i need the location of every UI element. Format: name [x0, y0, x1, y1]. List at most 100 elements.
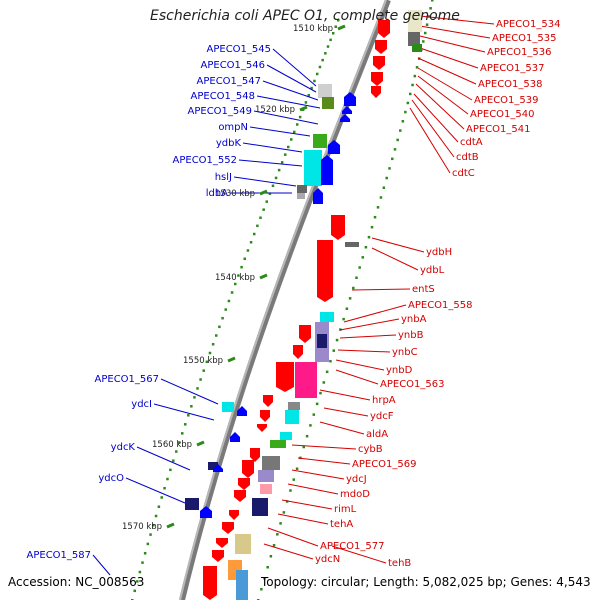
gene-label-apeco1-558[interactable]: APECO1_558 — [408, 300, 473, 311]
gene-arrow-forward[interactable] — [371, 86, 381, 98]
gene-box-gray[interactable] — [262, 456, 280, 470]
gene-label-ydbk[interactable]: ydbK — [216, 138, 242, 149]
gene-arrow-forward[interactable] — [257, 424, 267, 432]
gene-label-apeco1-548[interactable]: APECO1_548 — [191, 91, 256, 102]
gene-box-green[interactable] — [270, 440, 286, 448]
gene-box-cyan[interactable] — [320, 312, 334, 322]
gene-label-teha[interactable]: tehA — [330, 519, 353, 530]
gene-label-apeco1-545[interactable]: APECO1_545 — [207, 44, 272, 55]
gene-box-gray[interactable] — [345, 242, 359, 247]
gene-arrow-reverse[interactable] — [342, 106, 352, 114]
gene-arrow-forward[interactable] — [242, 460, 254, 478]
gene-label-apeco1-539[interactable]: APECO1_539 — [474, 95, 539, 106]
gene-arrow-forward[interactable] — [317, 240, 333, 302]
gene-arrow-reverse[interactable] — [200, 506, 212, 518]
gene-arrow-forward[interactable] — [238, 478, 250, 490]
gene-arrow-forward[interactable] — [222, 522, 234, 534]
gene-box-gray[interactable] — [408, 32, 420, 46]
gene-label-apeco1-537[interactable]: APECO1_537 — [480, 63, 545, 74]
gene-box-pale[interactable] — [408, 10, 422, 32]
gene-label-mdod[interactable]: mdoD — [340, 489, 370, 500]
gene-arrow-forward[interactable] — [216, 538, 228, 548]
gene-box-navy[interactable] — [185, 498, 199, 510]
gene-label-ynbc[interactable]: ynbC — [392, 347, 418, 358]
gene-box-cyan[interactable] — [285, 410, 299, 424]
gene-label-apeco1-538[interactable]: APECO1_538 — [478, 79, 543, 90]
gene-label-ydcj[interactable]: ydcJ — [346, 474, 367, 485]
gene-label-cdtb[interactable]: cdtB — [456, 152, 479, 163]
gene-label-ydbl[interactable]: ydbL — [420, 265, 445, 276]
gene-arrow-forward[interactable] — [260, 410, 270, 422]
gene-arrow-reverse[interactable] — [344, 92, 356, 106]
gene-box-green[interactable] — [313, 134, 327, 148]
gene-label-apeco1-587[interactable]: APECO1_587 — [27, 550, 92, 561]
gene-box-violet[interactable] — [258, 470, 274, 482]
gene-label-apeco1-540[interactable]: APECO1_540 — [470, 109, 535, 120]
gene-arrow-forward[interactable] — [375, 40, 387, 54]
gene-box-gray[interactable] — [288, 402, 300, 410]
gene-arrow-reverse[interactable] — [213, 464, 223, 472]
gene-arrow-forward[interactable] — [234, 490, 246, 502]
gene-label-ompn[interactable]: ompN — [218, 122, 248, 133]
gene-label-apeco1-549[interactable]: APECO1_549 — [188, 106, 253, 117]
gene-label-apeco1-577[interactable]: APECO1_577 — [320, 541, 385, 552]
gene-label-apeco1-569[interactable]: APECO1_569 — [352, 459, 417, 470]
gene-box-green[interactable] — [412, 44, 422, 52]
gene-box-navy[interactable] — [252, 498, 268, 516]
gene-box-green[interactable] — [322, 97, 334, 109]
gene-label-apeco1-552[interactable]: APECO1_552 — [173, 155, 238, 166]
gene-arrow-forward[interactable] — [263, 395, 273, 407]
gene-arrow-forward[interactable] — [203, 566, 217, 600]
gene-box-cyan[interactable] — [222, 402, 234, 412]
gene-label-ydcn[interactable]: ydcN — [315, 554, 340, 565]
gene-label-ynba[interactable]: ynbA — [401, 314, 427, 325]
gene-box-gray[interactable] — [318, 84, 332, 98]
gene-box-blue[interactable] — [236, 570, 248, 600]
gene-label-cybb[interactable]: cybB — [358, 444, 383, 455]
gene-label-apeco1-534[interactable]: APECO1_534 — [496, 19, 561, 30]
gene-box-tan[interactable] — [235, 534, 251, 554]
gene-arrow-forward[interactable] — [378, 20, 390, 38]
gene-label-apeco1-536[interactable]: APECO1_536 — [487, 47, 552, 58]
gene-label-hslj[interactable]: hslJ — [215, 172, 232, 183]
gene-arrow-forward[interactable] — [373, 56, 385, 70]
gene-box-pink[interactable] — [260, 484, 272, 494]
gene-label-cdtc[interactable]: cdtC — [452, 168, 475, 179]
gene-arrow-forward[interactable] — [276, 362, 294, 392]
gene-arrow-forward[interactable] — [371, 72, 383, 86]
gene-label-apeco1-567[interactable]: APECO1_567 — [95, 374, 160, 385]
gene-label-apeco1-547[interactable]: APECO1_547 — [197, 76, 262, 87]
gene-box-pink[interactable] — [295, 362, 317, 398]
gene-label-apeco1-535[interactable]: APECO1_535 — [492, 33, 557, 44]
gene-arrow-reverse[interactable] — [237, 406, 247, 416]
gene-label-ydbh[interactable]: ydbH — [426, 247, 452, 258]
gene-arrow-reverse[interactable] — [340, 114, 350, 122]
gene-box-navy[interactable] — [208, 462, 218, 470]
gene-arrow-forward[interactable] — [229, 510, 239, 520]
gene-label-ydci[interactable]: ydcI — [131, 399, 152, 410]
gene-arrow-forward[interactable] — [212, 550, 224, 562]
gene-label-ydco[interactable]: ydcO — [98, 473, 124, 484]
gene-arrow-forward[interactable] — [250, 448, 260, 462]
gene-label-apeco1-541[interactable]: APECO1_541 — [466, 124, 531, 135]
gene-arrow-reverse[interactable] — [321, 155, 333, 185]
gene-label-riml[interactable]: rimL — [334, 504, 357, 515]
gene-label-alda[interactable]: aldA — [366, 429, 388, 440]
gene-label-ydck[interactable]: ydcK — [111, 442, 136, 453]
gene-label-hrpa[interactable]: hrpA — [372, 395, 396, 406]
gene-label-ents[interactable]: entS — [412, 284, 435, 295]
gene-box-cyan[interactable] — [304, 150, 322, 186]
gene-label-apeco1-546[interactable]: APECO1_546 — [201, 60, 266, 71]
gene-label-ynbb[interactable]: ynbB — [398, 330, 424, 341]
gene-box-navy[interactable] — [317, 334, 327, 348]
gene-label-cdta[interactable]: cdtA — [460, 137, 483, 148]
gene-arrow-forward[interactable] — [331, 215, 345, 240]
gene-arrow-reverse[interactable] — [230, 432, 240, 442]
gene-arrow-reverse[interactable] — [328, 140, 340, 154]
gene-arrow-reverse[interactable] — [313, 188, 323, 204]
gene-box-gray[interactable] — [297, 193, 305, 199]
gene-label-ldha[interactable]: ldhA — [206, 188, 228, 199]
gene-label-ynbd[interactable]: ynbD — [386, 365, 413, 376]
gene-box-gray[interactable] — [297, 185, 307, 193]
gene-label-tehb[interactable]: tehB — [388, 558, 411, 569]
